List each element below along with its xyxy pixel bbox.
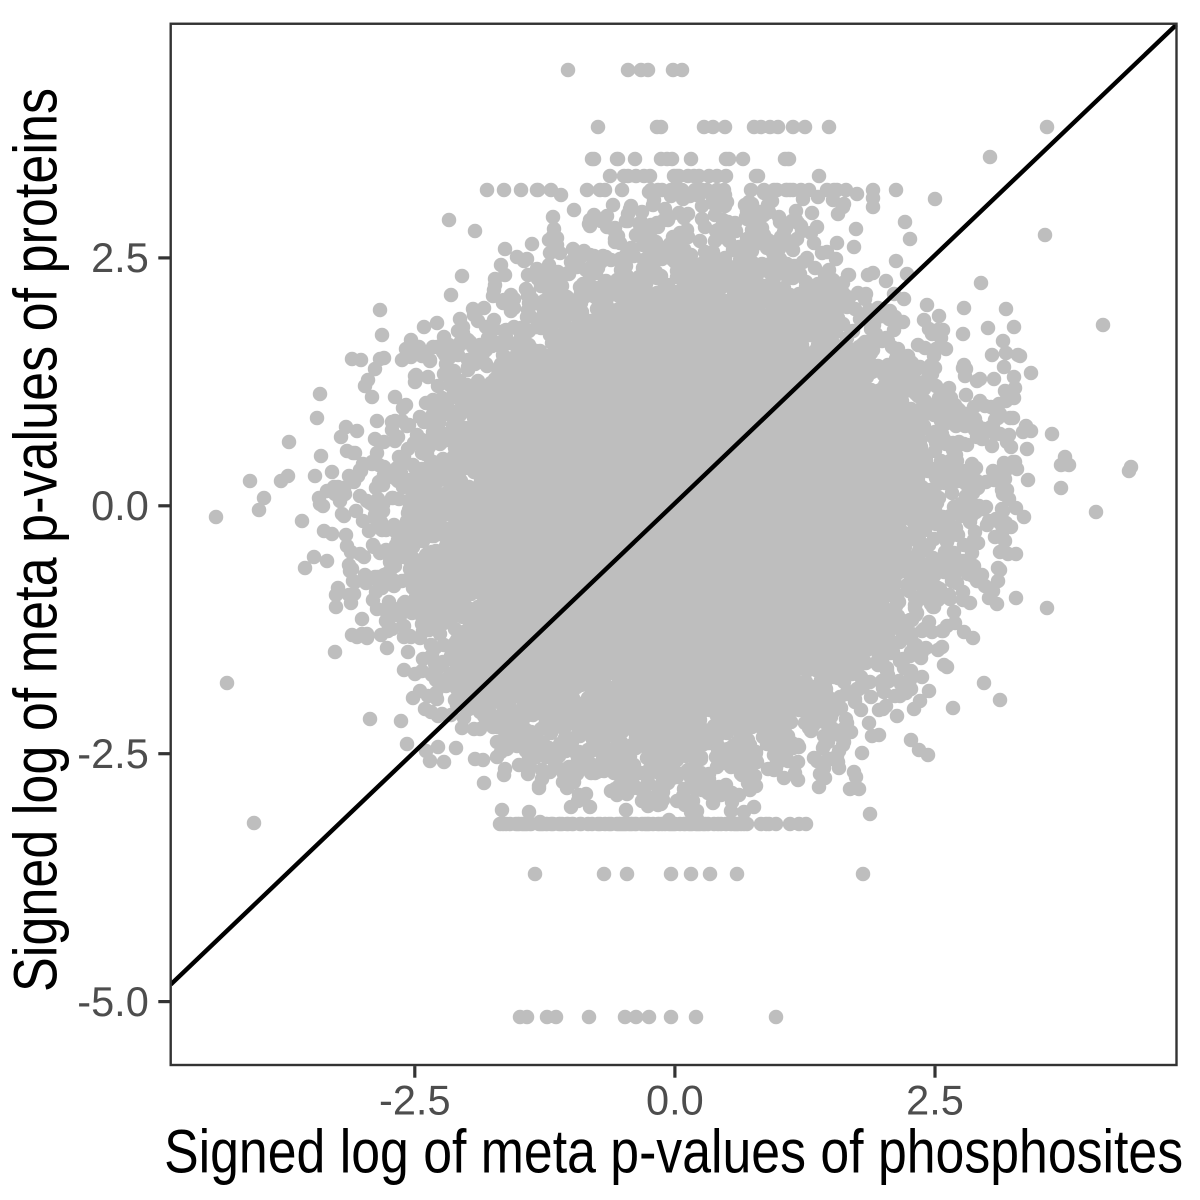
svg-text:Signed log of meta p-values of: Signed log of meta p-values of proteins <box>2 88 71 992</box>
svg-text:0.0: 0.0 <box>646 1077 704 1124</box>
svg-text:0.0: 0.0 <box>91 482 149 529</box>
svg-text:-2.5: -2.5 <box>379 1077 451 1124</box>
svg-text:-2.5: -2.5 <box>77 730 149 777</box>
svg-text:2.5: 2.5 <box>91 234 149 281</box>
svg-text:-5.0: -5.0 <box>77 978 149 1025</box>
svg-text:2.5: 2.5 <box>906 1077 964 1124</box>
svg-text:Signed log of meta p-values of: Signed log of meta p-values of phosphosi… <box>164 1118 1183 1187</box>
